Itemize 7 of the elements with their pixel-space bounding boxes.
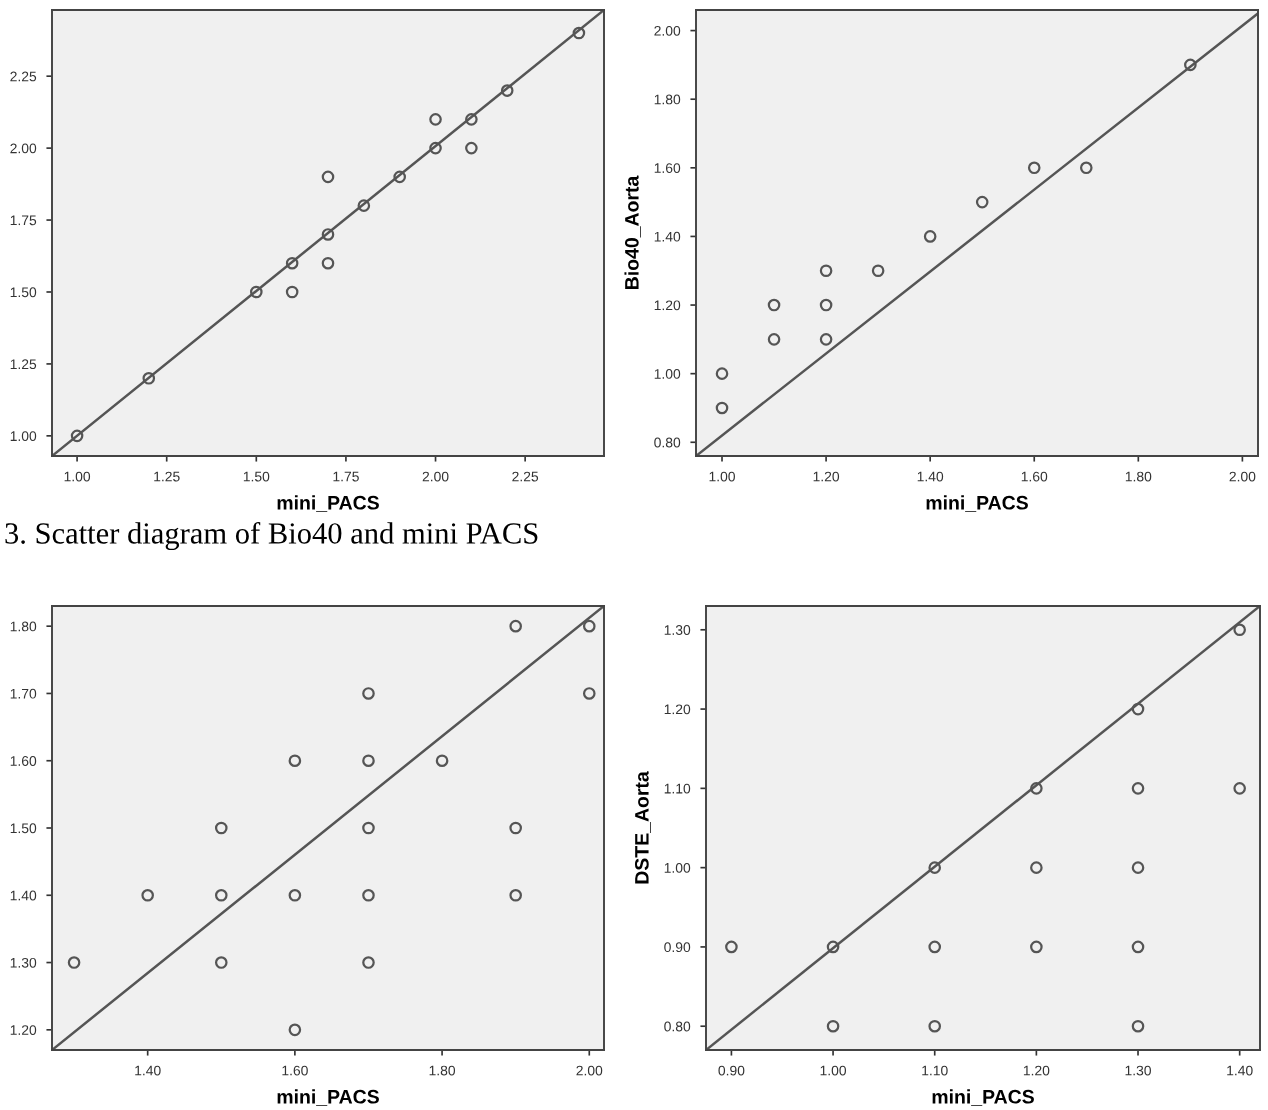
x-axis-title: mini_PACS [926, 495, 1028, 512]
text: 3. Scatter diagram of Bio40 and mini PACS [5, 521, 538, 551]
y-axis-title: Bio40_Aorta [624, 175, 641, 289]
y-axis-title: DSTE_Aorta [634, 771, 651, 884]
x-axis-title: mini_PACS [932, 1089, 1034, 1106]
x-axis-title: mini_PACS [277, 495, 379, 512]
x-axis-title: mini_PACS [277, 1089, 379, 1106]
